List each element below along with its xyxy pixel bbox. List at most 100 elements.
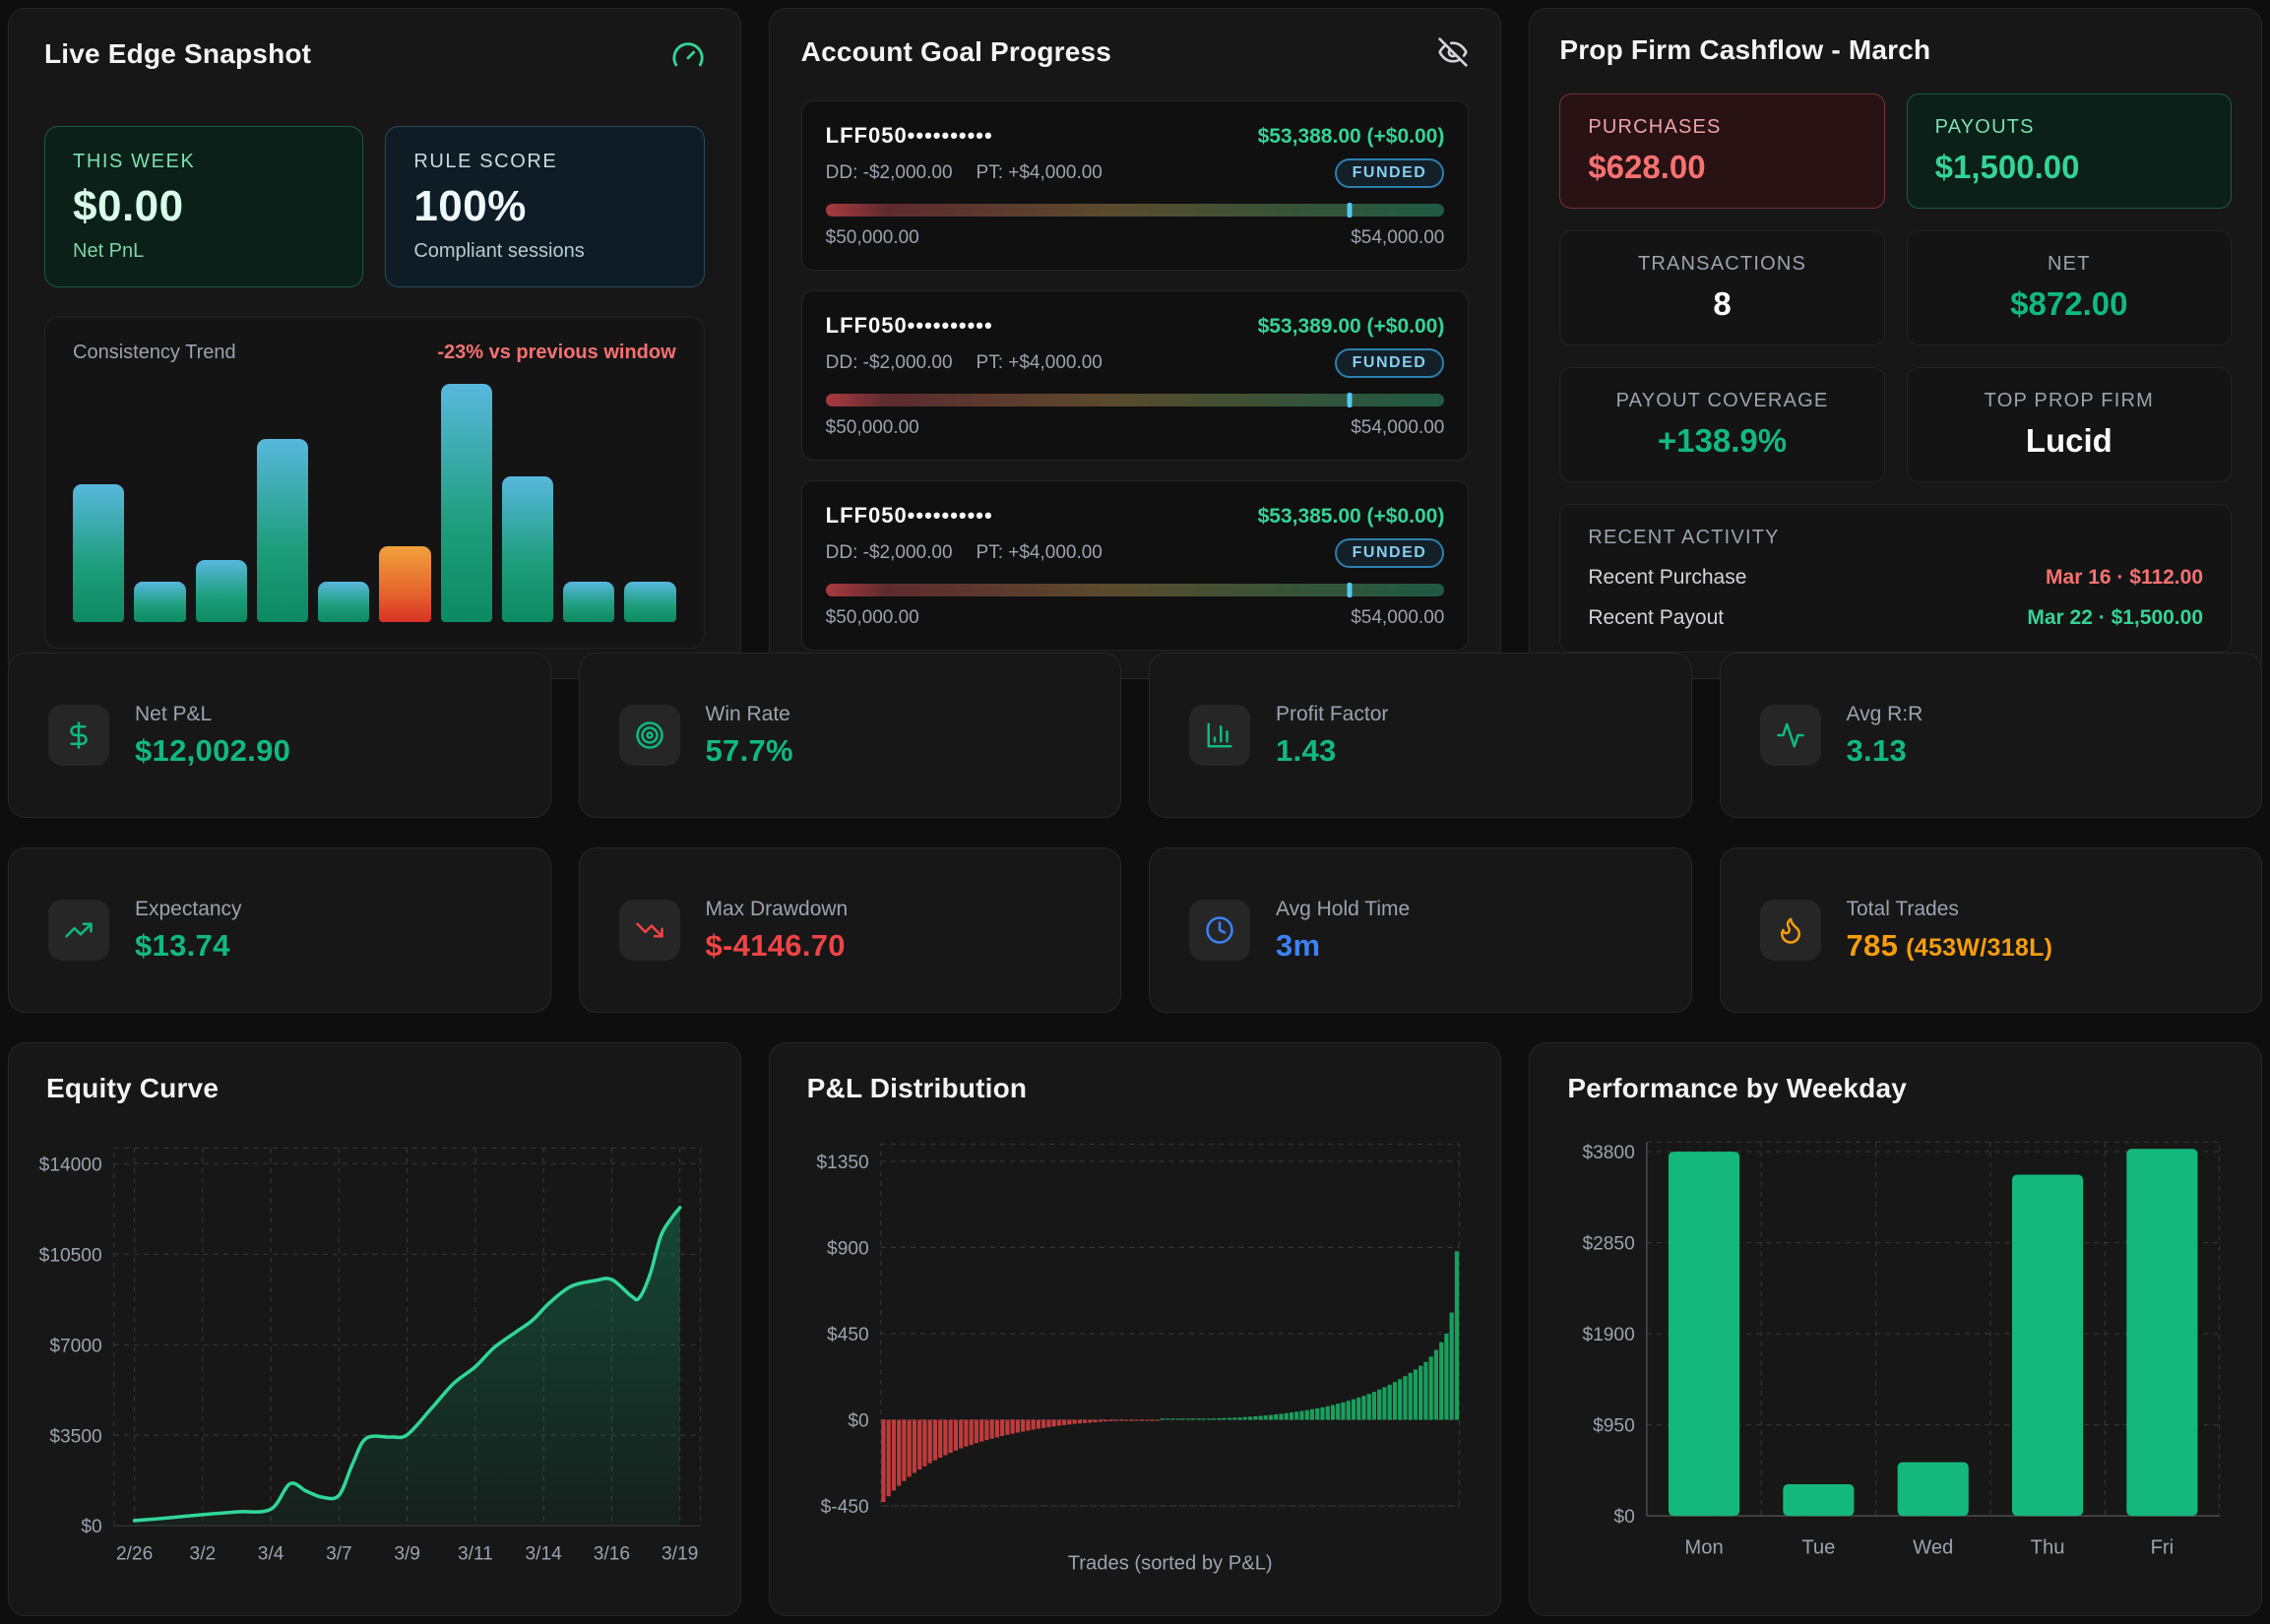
svg-text:3/7: 3/7: [326, 1544, 352, 1565]
this-week-value: $0.00: [73, 182, 184, 230]
pnl-distribution-chart: $1350 $900 $450 $0 $-450 Trades (sorted by P&…: [816, 1143, 1460, 1575]
flame-icon: [1759, 900, 1821, 961]
svg-text:Mon: Mon: [1685, 1536, 1724, 1558]
payouts-tile: PAYOUTS $1,500.00: [1906, 94, 2232, 209]
svg-text:$0: $0: [1614, 1507, 1635, 1528]
stat-value: $13.74: [135, 927, 230, 963]
svg-text:$10500: $10500: [39, 1245, 102, 1266]
account-profit-target: PT: +$4,000.00: [976, 541, 1103, 563]
svg-text:3/19: 3/19: [662, 1544, 698, 1565]
purchases-tile: PURCHASES $628.00: [1559, 94, 1885, 209]
target-icon: [618, 705, 680, 766]
svg-text:3/9: 3/9: [394, 1544, 420, 1565]
goal-progress-marker: [1347, 582, 1353, 597]
account-drawdown: DD: -$2,000.00: [825, 351, 953, 373]
svg-text:Fri: Fri: [2151, 1536, 2175, 1558]
account-goal-title: Account Goal Progress: [800, 36, 1112, 67]
stat-value: 1.43: [1276, 732, 1337, 768]
account-profit-target: PT: +$4,000.00: [976, 161, 1103, 183]
svg-text:Trades (sorted by P&L): Trades (sorted by P&L): [1067, 1553, 1272, 1575]
stat-card-avg-rr: Avg R:R 3.13: [1719, 653, 2262, 818]
top-prop-firm-value: Lucid: [2025, 422, 2112, 459]
svg-text:$3500: $3500: [49, 1426, 101, 1447]
equity-curve-title: Equity Curve: [46, 1073, 220, 1103]
svg-text:$3800: $3800: [1583, 1143, 1635, 1163]
goal-max: $54,000.00: [1351, 416, 1445, 438]
svg-text:$450: $450: [827, 1325, 869, 1345]
performance-by-weekday-card: Performance by Weekday $0 $950 $1900 $2850 $…: [1529, 1042, 2262, 1616]
consistency-trend-delta: -23% vs previous window: [437, 342, 676, 363]
live-edge-snapshot-card: Live Edge Snapshot THIS WEEK $0.00 Net P…: [8, 8, 741, 679]
stat-card-net-pnl: Net P&L $12,002.90: [8, 653, 551, 818]
consistency-bar: [440, 384, 492, 622]
account-row: LFF050•••••••••• $53,388.00 (+$0.00) DD:…: [800, 100, 1470, 271]
this-week-caption: Net PnL: [73, 240, 145, 262]
stat-label: Win Rate: [705, 702, 790, 725]
live-edge-title: Live Edge Snapshot: [44, 38, 312, 69]
dollar-sign-icon: [48, 705, 109, 766]
goal-progress-bar: [825, 202, 1445, 218]
svg-text:Wed: Wed: [1913, 1536, 1953, 1558]
top-prop-firm-label: TOP PROP FIRM: [1984, 390, 2154, 411]
performance-by-weekday-title: Performance by Weekday: [1567, 1073, 1908, 1103]
pnl-distribution-title: P&L Distribution: [806, 1073, 1028, 1103]
stat-value: $-4146.70: [705, 927, 846, 963]
consistency-trend-panel: Consistency Trend -23% vs previous windo…: [44, 317, 705, 649]
stat-label: Total Trades: [1846, 897, 1959, 920]
top-row: Live Edge Snapshot THIS WEEK $0.00 Net P…: [8, 8, 2262, 679]
stat-value: 57.7%: [705, 732, 793, 768]
bar-chart-icon: [1189, 705, 1250, 766]
cashflow-title: Prop Firm Cashflow - March: [1559, 34, 1931, 65]
stat-label: Profit Factor: [1276, 702, 1389, 725]
svg-text:3/11: 3/11: [458, 1544, 493, 1565]
status-badge: FUNDED: [1334, 537, 1445, 568]
recent-purchase-label: Recent Purchase: [1588, 566, 1747, 589]
gauge-icon: [671, 38, 705, 77]
goal-progress-marker: [1347, 392, 1353, 407]
consistency-bar: [379, 546, 431, 622]
svg-text:3/16: 3/16: [594, 1544, 630, 1565]
stats-row-1: Net P&L $12,002.90 Win Rate 57.7% Profit…: [8, 653, 2262, 818]
goal-progress-bar: [825, 582, 1445, 597]
transactions-tile: TRANSACTIONS 8: [1559, 230, 1885, 345]
stat-label: Avg R:R: [1846, 702, 1923, 725]
payouts-label: PAYOUTS: [1934, 116, 2035, 138]
stat-card-profit-factor: Profit Factor 1.43: [1149, 653, 1692, 818]
account-name: LFF050••••••••••: [825, 502, 993, 528]
bottom-row: Equity Curve $0 $3500 $7000 $10500 $14000 2/2…: [8, 1042, 2262, 1616]
svg-text:2/26: 2/26: [116, 1544, 153, 1565]
purchases-label: PURCHASES: [1588, 116, 1722, 138]
stat-card-expectancy: Expectancy $13.74: [8, 847, 551, 1013]
payout-coverage-label: PAYOUT COVERAGE: [1615, 390, 1829, 411]
stat-value: 3.13: [1846, 732, 1908, 768]
svg-text:$900: $900: [827, 1239, 869, 1260]
account-drawdown: DD: -$2,000.00: [825, 541, 953, 563]
stat-label: Max Drawdown: [705, 897, 849, 920]
equity-curve-card: Equity Curve $0 $3500 $7000 $10500 $14000 2/2…: [8, 1042, 741, 1616]
consistency-bar: [134, 582, 186, 622]
payout-coverage-tile: PAYOUT COVERAGE +138.9%: [1559, 367, 1885, 482]
rule-score-tile: RULE SCORE 100% Compliant sessions: [385, 126, 705, 287]
performance-by-weekday-chart: $0 $950 $1900 $2850 $3800 Mon Tue Wed Thu Fri: [1583, 1141, 2221, 1558]
stat-card-total-trades: Total Trades 785 (453W/318L): [1719, 847, 2262, 1013]
trending-down-icon: [618, 900, 680, 961]
stat-card-avg-hold-time: Avg Hold Time 3m: [1149, 847, 1692, 1013]
consistency-bar: [563, 582, 615, 622]
account-balance: $53,389.00 (+$0.00): [1257, 314, 1445, 338]
this-week-label: THIS WEEK: [73, 151, 196, 172]
trending-up-icon: [48, 900, 109, 961]
eye-off-icon[interactable]: [1437, 36, 1469, 73]
goal-min: $50,000.00: [825, 416, 919, 438]
recent-activity-label: RECENT ACTIVITY: [1588, 527, 1780, 548]
rule-score-label: RULE SCORE: [413, 151, 558, 172]
svg-text:3/4: 3/4: [258, 1544, 284, 1565]
account-row: LFF050•••••••••• $53,389.00 (+$0.00) DD:…: [800, 290, 1470, 461]
rule-score-value: 100%: [413, 182, 527, 230]
consistency-bar: [318, 582, 370, 622]
net-tile: NET $872.00: [1906, 230, 2232, 345]
account-list: LFF050•••••••••• $53,388.00 (+$0.00) DD:…: [800, 100, 1470, 651]
svg-text:3/14: 3/14: [526, 1544, 563, 1565]
svg-text:$0: $0: [848, 1411, 868, 1432]
consistency-bar: [624, 582, 676, 622]
consistency-bar: [195, 560, 247, 622]
